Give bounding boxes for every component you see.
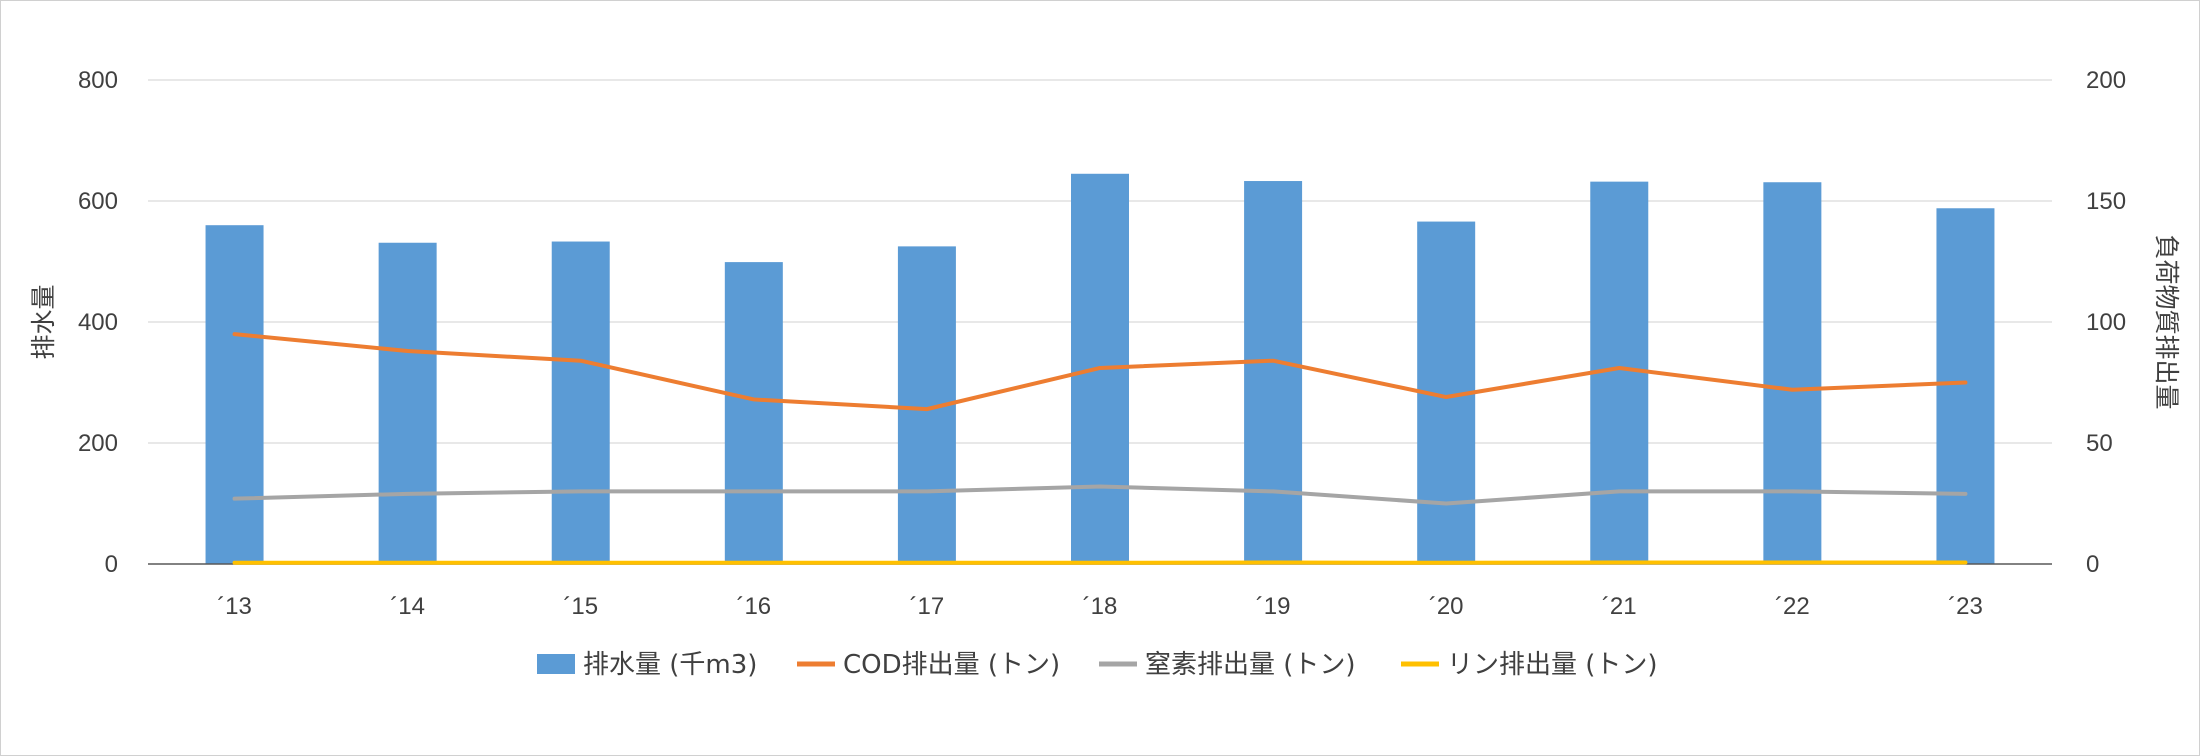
series-line [232, 484, 1968, 506]
x-tick-label: ´21 [1602, 593, 1637, 620]
x-axis-ticks: ´13 ´14 ´15 ´16 ´17 ´18 ´19 ´20 ´21 ´22 ´23 [217, 593, 1983, 620]
legend-swatch [537, 654, 575, 674]
legend-label: COD排出量 (トン) [843, 650, 1060, 680]
x-tick-label: ´15 [563, 593, 598, 620]
line-series [232, 332, 1968, 565]
right-tick-label: 200 [2086, 67, 2126, 94]
left-tick-label: 400 [78, 309, 118, 336]
bar [724, 262, 783, 564]
right-axis-ticks: 0 50 100 150 200 [2086, 67, 2126, 578]
x-tick-label: ´13 [217, 593, 252, 620]
legend: 排水量 (千m3) COD排出量 (トン) 窒素排出量 (トン) リン排出量 (トン) [537, 650, 1658, 680]
left-tick-label: 800 [78, 67, 118, 94]
left-tick-label: 600 [78, 188, 118, 215]
bar [1936, 208, 1995, 564]
bar [205, 225, 264, 564]
x-tick-label: ´14 [390, 593, 425, 620]
right-tick-label: 100 [2086, 309, 2126, 336]
x-tick-label: ´20 [1429, 593, 1464, 620]
right-tick-label: 150 [2086, 188, 2126, 215]
legend-label: 窒素排出量 (トン) [1145, 650, 1356, 680]
legend-label: 排水量 (千m3) [583, 650, 757, 680]
x-tick-label: ´23 [1948, 593, 1983, 620]
left-tick-label: 0 [105, 551, 118, 578]
x-tick-label: ´19 [1256, 593, 1291, 620]
x-tick-label: ´17 [910, 593, 945, 620]
bar [378, 242, 437, 564]
x-tick-label: ´18 [1083, 593, 1118, 620]
left-axis-title: 排水量 [29, 284, 58, 359]
x-tick-label: ´22 [1775, 593, 1810, 620]
legend-label: リン排出量 (トン) [1447, 650, 1658, 680]
right-axis-title: 負荷物質排出量 [2152, 234, 2181, 409]
right-tick-label: 50 [2086, 430, 2113, 457]
bar [1244, 181, 1303, 564]
bar [1763, 182, 1822, 564]
left-tick-label: 200 [78, 430, 118, 457]
right-tick-label: 0 [2086, 551, 2099, 578]
x-tick-label: ´16 [736, 593, 771, 620]
bar [551, 241, 610, 564]
left-axis-ticks: 0 200 400 600 800 [78, 67, 118, 578]
series-line [232, 332, 1968, 412]
